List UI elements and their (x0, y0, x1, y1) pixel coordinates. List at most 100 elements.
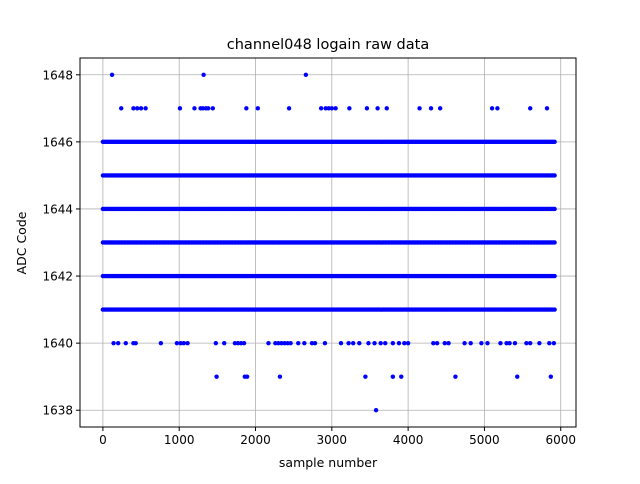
data-point (507, 340, 512, 346)
data-point (552, 206, 557, 212)
axes-frame (79, 57, 577, 428)
data-point (322, 340, 328, 346)
data-point (498, 340, 503, 346)
y-axis-label: ADC Code (14, 211, 29, 274)
x-tick-label: 1000 (164, 433, 195, 447)
data-point (276, 340, 281, 346)
data-point (131, 106, 136, 111)
data-point (318, 106, 324, 111)
data-point (453, 374, 458, 379)
data-point (177, 106, 183, 111)
data-point (286, 106, 292, 111)
data-point (437, 106, 443, 111)
y-tick-label: 1648 (42, 68, 73, 82)
data-point (329, 106, 335, 111)
data-point (512, 340, 518, 346)
data-point (428, 106, 434, 111)
data-point (442, 340, 447, 346)
data-point (178, 340, 183, 346)
data-point (552, 307, 557, 312)
data-point (238, 340, 244, 346)
data-point (244, 374, 250, 379)
data-point (552, 173, 557, 178)
data-point (119, 106, 124, 111)
data-point (138, 106, 144, 111)
data-point (213, 340, 219, 346)
data-point (504, 340, 509, 346)
data-point (282, 340, 287, 346)
y-tick-label: 1640 (42, 337, 73, 351)
data-point (479, 340, 484, 346)
data-point (201, 72, 206, 77)
x-axis-label: sample number (279, 455, 378, 470)
data-point (210, 106, 215, 111)
data-point (364, 106, 370, 111)
data-point (323, 106, 328, 111)
data-point (468, 340, 473, 346)
data-point (528, 340, 533, 346)
x-tick-label: 2000 (240, 433, 271, 447)
data-point (200, 106, 206, 111)
chart-title: channel048 logain raw data (227, 37, 429, 53)
data-point (192, 106, 197, 111)
data-point (446, 340, 451, 346)
data-point (273, 340, 278, 346)
data-point (302, 340, 307, 346)
data-point (515, 374, 520, 379)
data-points (100, 72, 557, 413)
data-point (206, 106, 211, 111)
data-point (551, 340, 557, 346)
y-tick-label: 1644 (42, 202, 73, 216)
data-point (235, 340, 241, 346)
data-point (537, 340, 542, 346)
data-point (552, 240, 557, 245)
data-point (326, 106, 331, 111)
data-point (357, 340, 362, 346)
data-point (485, 340, 490, 346)
data-point (528, 106, 533, 111)
data-point (312, 340, 318, 346)
data-point (552, 273, 557, 279)
data-point (279, 340, 284, 346)
data-point (309, 340, 315, 346)
data-point (185, 340, 190, 346)
data-point (378, 340, 383, 346)
data-point (232, 340, 238, 346)
data-point (431, 340, 436, 346)
data-point (524, 340, 529, 346)
data-point (417, 106, 422, 111)
data-point (552, 139, 557, 145)
data-point (363, 374, 368, 379)
data-point (296, 340, 301, 346)
data-point (143, 106, 148, 111)
data-point (123, 340, 128, 346)
data-point (174, 340, 180, 346)
data-point (495, 106, 500, 111)
x-tick-label: 3000 (317, 433, 348, 447)
data-point (135, 106, 140, 111)
data-point (222, 340, 227, 346)
data-point (111, 340, 116, 346)
x-tick-label: 6000 (545, 433, 576, 447)
data-point (338, 340, 344, 346)
data-point (434, 340, 440, 346)
data-point (372, 340, 377, 346)
data-point (384, 106, 389, 111)
data-point (390, 340, 396, 346)
data-point (333, 106, 338, 111)
data-point (405, 340, 411, 346)
y-tick-label: 1642 (42, 270, 73, 284)
data-point (109, 72, 115, 77)
data-point (544, 106, 550, 111)
data-point (462, 340, 467, 346)
data-point (255, 106, 260, 111)
data-point (181, 340, 186, 346)
data-point (373, 408, 379, 413)
data-point (244, 106, 249, 111)
data-point (266, 340, 271, 346)
axis-ticks: 0 1000 2000 3000 4000 5000 6000 1638 1640 1642 164… (42, 68, 576, 447)
data-point (277, 374, 283, 379)
data-point (303, 72, 309, 77)
data-point (390, 374, 396, 379)
